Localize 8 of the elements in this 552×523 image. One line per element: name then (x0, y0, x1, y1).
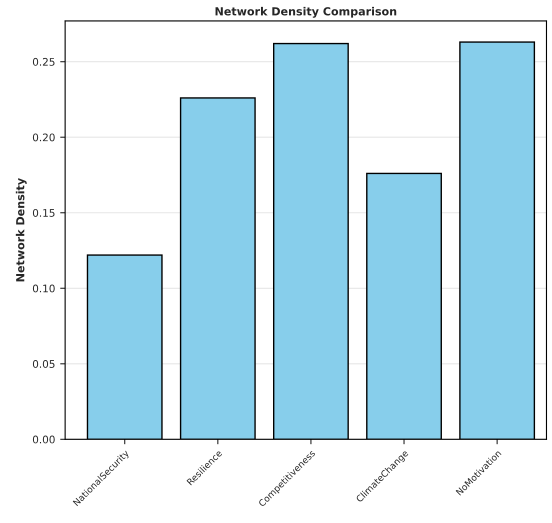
y-axis-title: Network Density (16, 178, 27, 282)
chart-title: Network Density Comparison (216, 6, 396, 18)
y-tick-label: 0.10 (32, 284, 55, 292)
y-tick-label: 0.15 (32, 208, 55, 217)
y-tick-label: 0.20 (32, 133, 55, 142)
y-tick-label: 0.00 (32, 436, 55, 444)
y-tick-label: 0.05 (32, 360, 55, 368)
y-tick-label: 0.25 (32, 58, 55, 66)
